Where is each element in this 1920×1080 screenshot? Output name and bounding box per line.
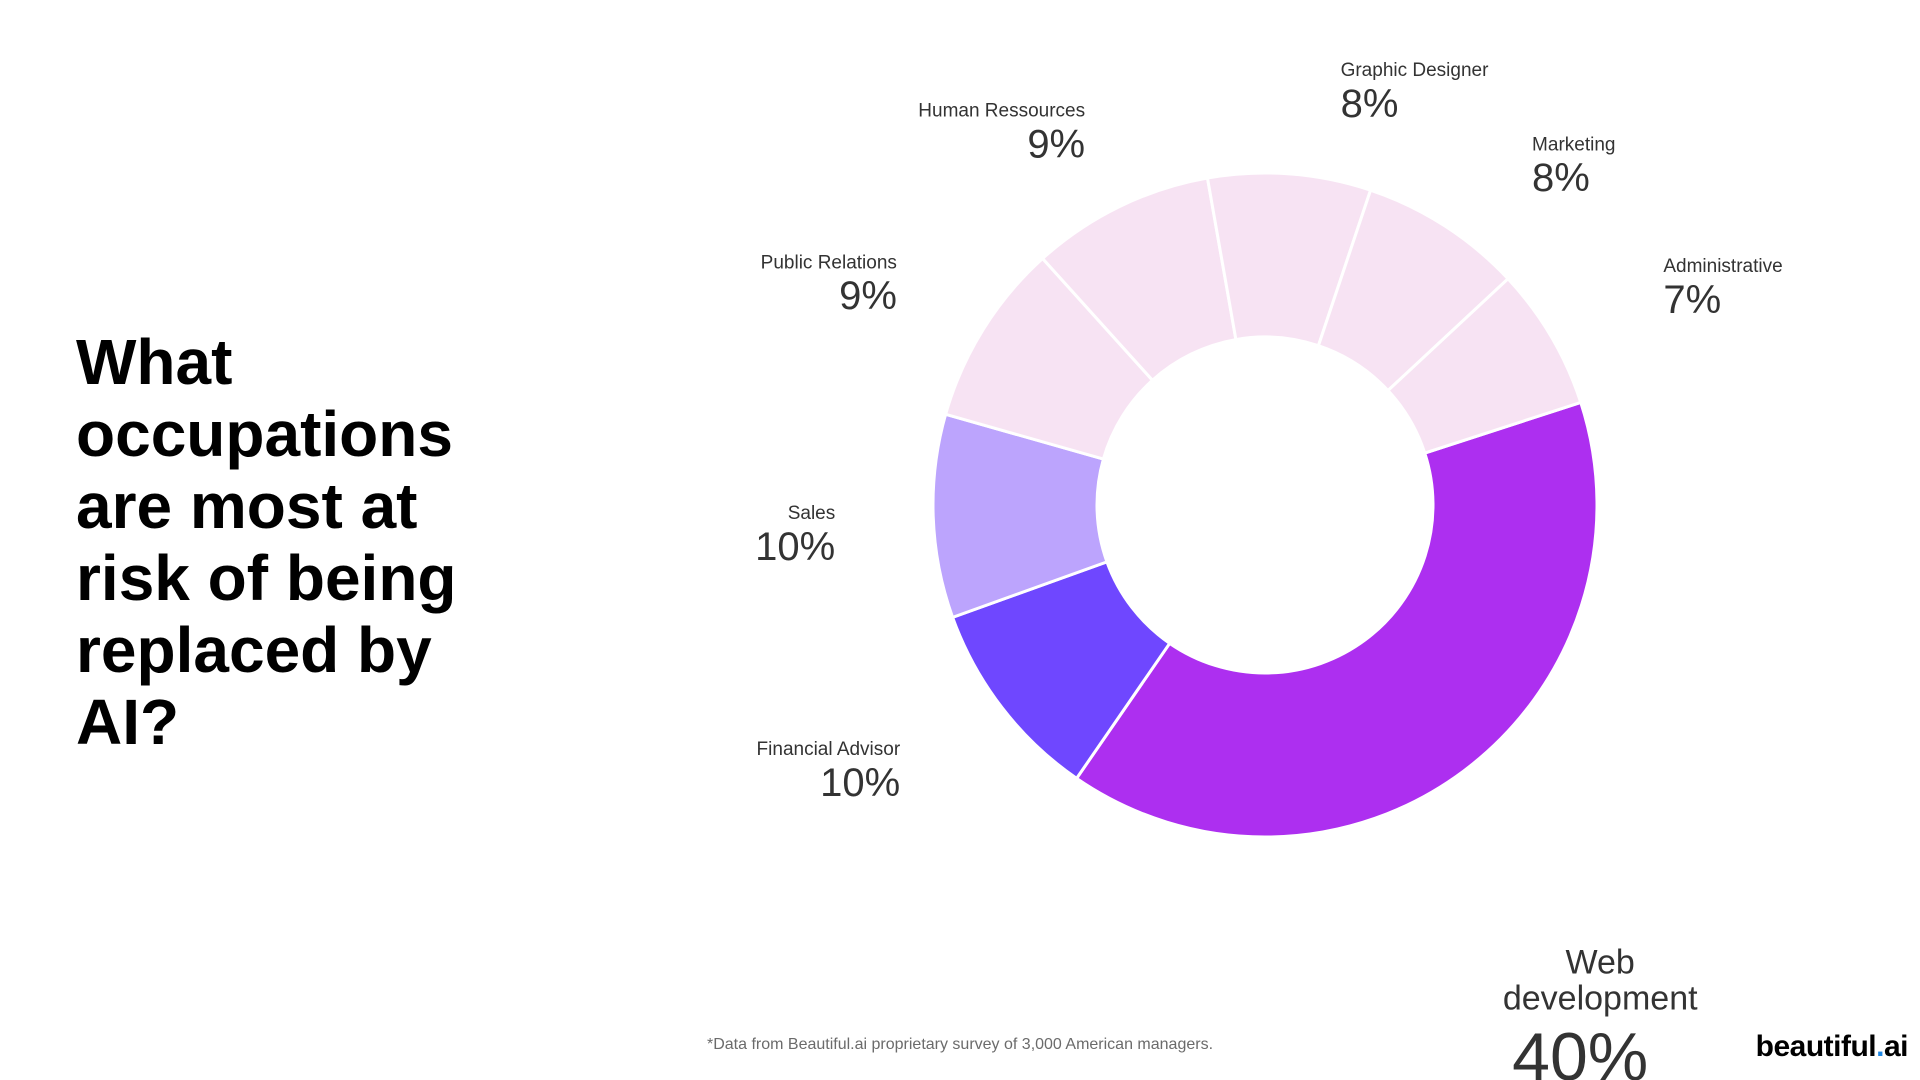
logo-text-suffix: ai bbox=[1883, 1030, 1909, 1063]
logo-dot: . bbox=[1876, 1030, 1884, 1063]
slide-title: What occupations are most at risk of bei… bbox=[76, 326, 457, 758]
slice-label-public-relations: Public Relations bbox=[761, 252, 897, 273]
slice-value-administrative: 7% bbox=[1663, 278, 1721, 322]
slice-label-web-development-line1: Web bbox=[1566, 944, 1635, 982]
slice-value-financial-advisor: 10% bbox=[820, 761, 900, 805]
slice-value-graphic-designer: 8% bbox=[1341, 82, 1399, 126]
slice-web-development bbox=[1074, 400, 1599, 839]
slice-label-financial-advisor: Financial Advisor bbox=[757, 739, 901, 760]
slice-value-human-ressources: 9% bbox=[1027, 122, 1085, 166]
slice-value-web-development: 40% bbox=[1512, 1019, 1648, 1080]
slice-label-administrative: Administrative bbox=[1663, 256, 1782, 277]
slice-label-web-development-line2: development bbox=[1503, 980, 1698, 1018]
slice-value-sales: 10% bbox=[755, 525, 835, 569]
slice-value-public-relations: 9% bbox=[839, 274, 897, 318]
slice-label-graphic-designer: Graphic Designer bbox=[1341, 60, 1490, 81]
slice-label-sales: Sales bbox=[788, 503, 836, 524]
logo-text-prefix: beautiful bbox=[1755, 1030, 1877, 1063]
slice-label-marketing: Marketing bbox=[1532, 134, 1615, 155]
brand-logo: beautiful.ai bbox=[1755, 1030, 1909, 1064]
slice-value-marketing: 8% bbox=[1532, 156, 1590, 200]
slice-administrative bbox=[1385, 276, 1583, 455]
slice-label-human-ressources: Human Ressources bbox=[918, 101, 1085, 122]
footnote: *Data from Beautiful.ai proprietary surv… bbox=[706, 1036, 1214, 1053]
